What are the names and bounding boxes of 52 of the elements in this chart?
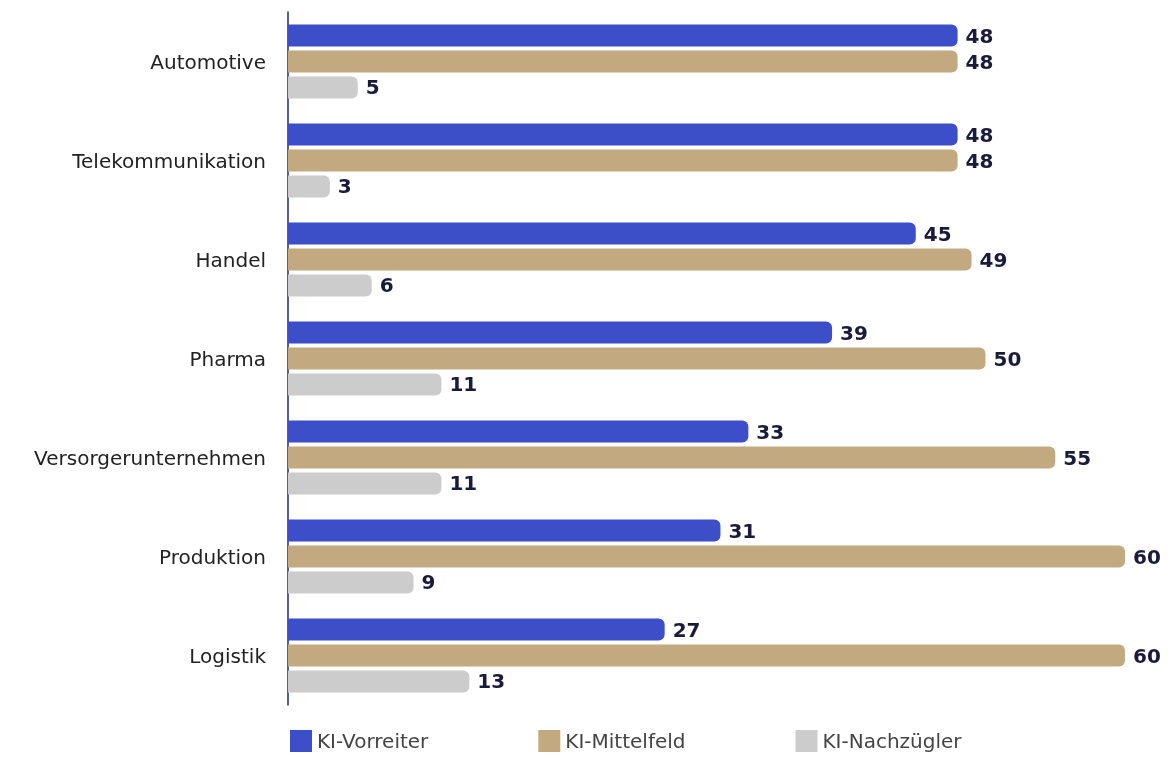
- bar: [288, 519, 721, 542]
- y-tick-label: Handel: [195, 247, 266, 272]
- bar: [288, 76, 358, 99]
- data-label: 11: [449, 471, 478, 496]
- y-tick-label: Automotive: [150, 49, 266, 74]
- bar: [288, 274, 372, 297]
- y-tick-label: Pharma: [189, 346, 266, 371]
- bar: [288, 123, 958, 146]
- legend-label: KI-Vorreiter: [317, 729, 430, 753]
- bar: [288, 472, 442, 495]
- data-label: 48: [965, 148, 994, 173]
- data-label: 39: [840, 320, 868, 345]
- bar: [288, 149, 958, 172]
- data-label: 48: [965, 49, 994, 74]
- data-label: 60: [1133, 643, 1161, 668]
- y-tick-label: Produktion: [159, 544, 266, 569]
- data-label: 27: [672, 617, 701, 642]
- bar: [288, 420, 749, 443]
- data-label: 49: [979, 247, 1008, 272]
- data-label: 6: [379, 273, 394, 298]
- legend-label: KI-Nachzügler: [822, 729, 963, 753]
- y-tick-label: Telekommunikation: [71, 148, 266, 173]
- data-label: 11: [449, 372, 478, 397]
- data-label: 33: [756, 419, 785, 444]
- data-label: 45: [923, 221, 952, 246]
- y-tick-label: Logistik: [189, 643, 267, 668]
- y-tick-label: Versorgerunternehmen: [34, 445, 266, 470]
- bar: [288, 175, 330, 198]
- bar: [288, 248, 972, 271]
- data-label: 60: [1133, 544, 1161, 569]
- data-label: 9: [421, 570, 436, 595]
- bar: [288, 618, 665, 641]
- data-label: 48: [965, 23, 994, 48]
- data-label: 31: [728, 518, 757, 543]
- data-label: 50: [993, 346, 1022, 371]
- bar: [288, 222, 916, 245]
- bar: [288, 50, 958, 73]
- bar: [288, 670, 470, 693]
- bar: [288, 571, 414, 594]
- bar: [288, 545, 1125, 568]
- bar: [288, 373, 442, 396]
- data-label: 5: [365, 75, 380, 100]
- data-label: 13: [477, 669, 506, 694]
- data-label: 55: [1063, 445, 1092, 470]
- legend-label: KI-Mittelfeld: [565, 729, 686, 753]
- bar: [288, 347, 986, 370]
- bar: [288, 446, 1056, 469]
- bar: [288, 24, 958, 47]
- bar: [288, 321, 833, 344]
- data-label: 3: [337, 174, 352, 199]
- bar: [288, 644, 1125, 667]
- data-label: 48: [965, 122, 994, 147]
